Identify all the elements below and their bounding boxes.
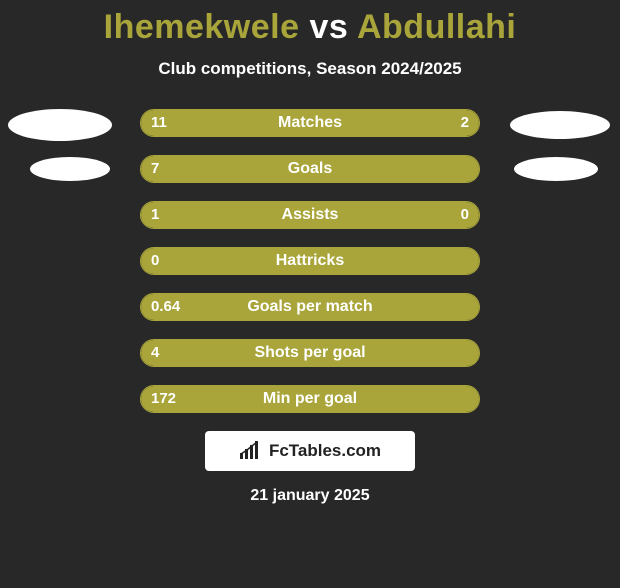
footer-logo-text: FcTables.com (269, 441, 381, 461)
decorative-oval (510, 111, 610, 139)
chart-area: 11Matches27Goals1Assists00Hattricks0.64G… (0, 109, 620, 413)
subtitle: Club competitions, Season 2024/2025 (0, 59, 620, 79)
decorative-oval (8, 109, 112, 141)
bar-row: 172Min per goal (140, 385, 480, 413)
bar-value-right: 2 (461, 109, 469, 137)
bar-row: 0.64Goals per match (140, 293, 480, 321)
player1-name: Ihemekwele (104, 8, 300, 46)
bar-label: Matches (141, 109, 479, 137)
player2-name: Abdullahi (357, 8, 516, 46)
bar-row: 0Hattricks (140, 247, 480, 275)
bar-label: Goals per match (141, 293, 479, 321)
comparison-title: Ihemekwele vs Abdullahi (0, 8, 620, 47)
bar-row: 1Assists0 (140, 201, 480, 229)
decorative-oval (514, 157, 598, 181)
bar-label: Hattricks (141, 247, 479, 275)
bar-row: 4Shots per goal (140, 339, 480, 367)
bar-label: Goals (141, 155, 479, 183)
footer-date: 21 january 2025 (0, 487, 620, 505)
bar-label: Shots per goal (141, 339, 479, 367)
comparison-bars: 11Matches27Goals1Assists00Hattricks0.64G… (140, 109, 480, 413)
bar-value-right: 0 (461, 201, 469, 229)
decorative-oval (30, 157, 110, 181)
bar-label: Assists (141, 201, 479, 229)
bar-row: 11Matches2 (140, 109, 480, 137)
bar-label: Min per goal (141, 385, 479, 413)
bar-row: 7Goals (140, 155, 480, 183)
bars-icon (239, 441, 263, 461)
title-vs: vs (309, 8, 348, 46)
footer-logo: FcTables.com (205, 431, 415, 471)
